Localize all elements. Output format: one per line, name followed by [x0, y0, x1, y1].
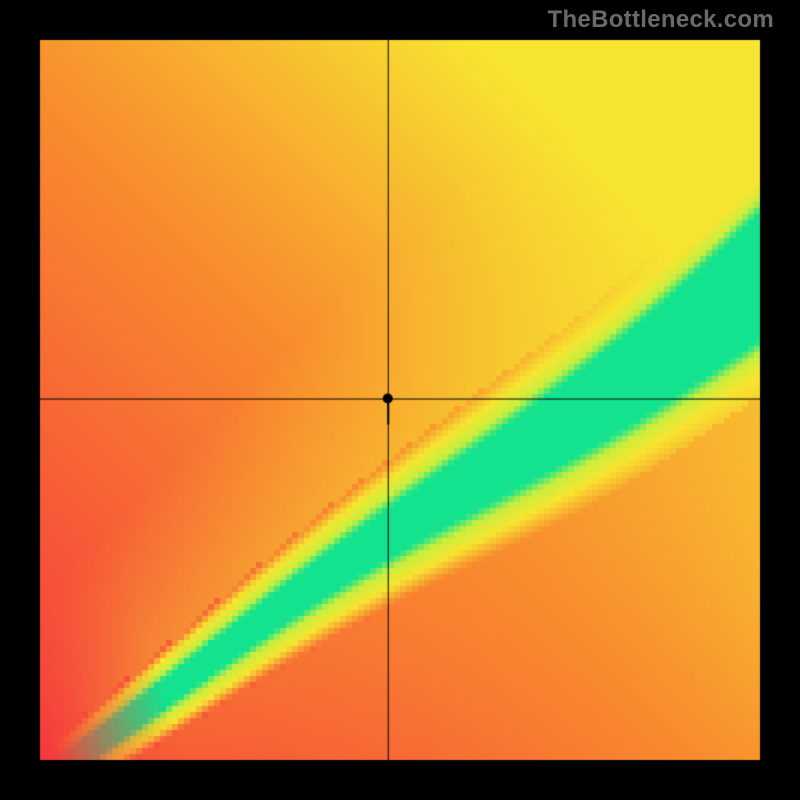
watermark-text: TheBottleneck.com	[548, 6, 774, 34]
bottleneck-heatmap	[0, 0, 800, 800]
